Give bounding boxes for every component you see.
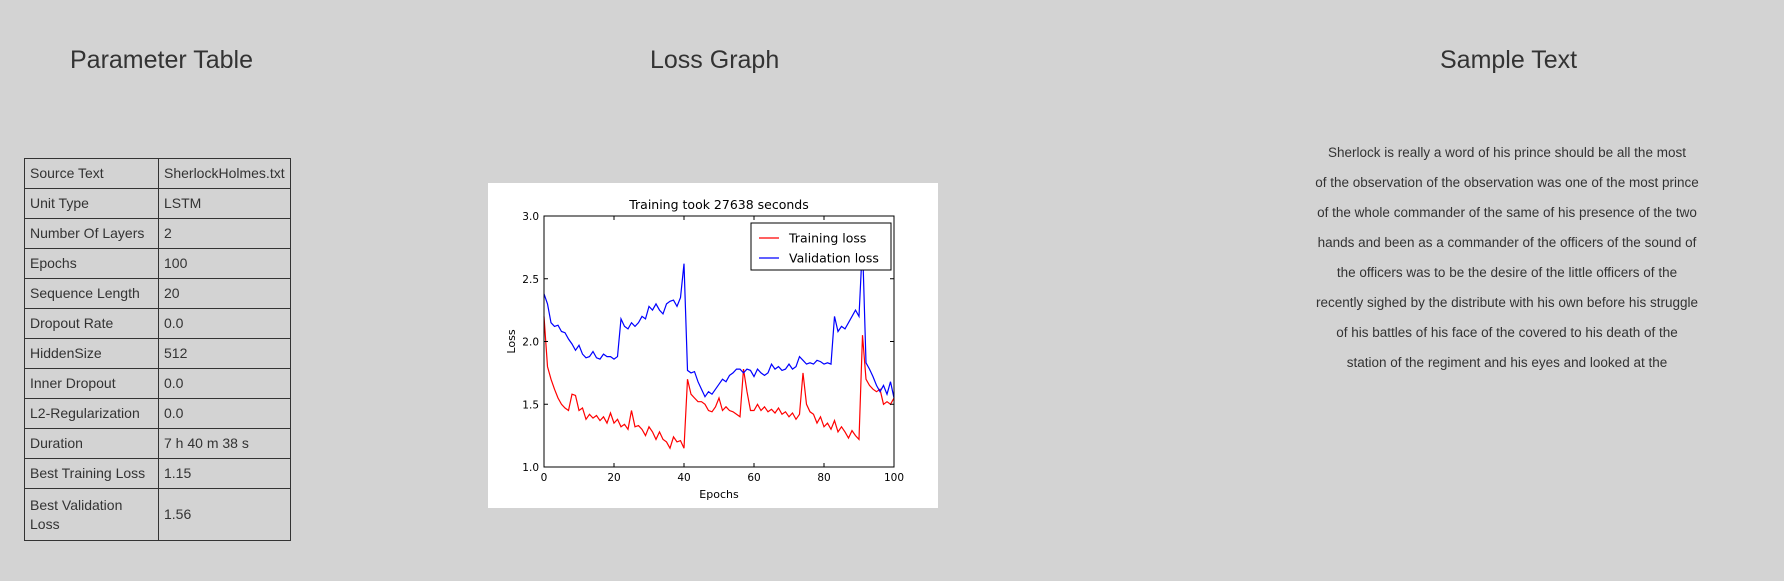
parameter-row: Source Text SherlockHolmes.txt bbox=[24, 158, 291, 189]
parameter-value: 0.0 bbox=[158, 368, 291, 399]
parameter-value: 2 bbox=[158, 218, 291, 249]
series-line-1 bbox=[543, 243, 895, 399]
parameter-value: SherlockHolmes.txt bbox=[158, 158, 291, 189]
loss-graph-title: Loss Graph bbox=[650, 46, 780, 74]
parameter-value: 1.15 bbox=[158, 458, 291, 489]
parameter-value: LSTM bbox=[158, 188, 291, 219]
x-tick-label: 80 bbox=[817, 472, 830, 484]
parameter-name: L2-Regularization bbox=[24, 398, 159, 429]
sample-text-line: the officers was to be the desire of the… bbox=[1336, 265, 1678, 280]
parameter-row: Sequence Length 20 bbox=[24, 278, 291, 309]
x-tick-label: 0 bbox=[541, 472, 548, 484]
sample-text-line: hands and been as a commander of the off… bbox=[1317, 235, 1697, 250]
y-tick-label: 1.0 bbox=[522, 462, 539, 474]
parameter-name: Epochs bbox=[24, 248, 159, 279]
y-tick-label: 3.0 bbox=[522, 211, 539, 223]
x-tick-label: 20 bbox=[607, 472, 620, 484]
parameter-row: HiddenSize 512 bbox=[24, 338, 291, 369]
parameter-row: Best Training Loss 1.15 bbox=[24, 458, 291, 489]
x-tick-label: 100 bbox=[884, 472, 904, 484]
parameter-value: 7 h 40 m 38 s bbox=[158, 428, 291, 459]
y-tick-label: 2.0 bbox=[522, 337, 539, 349]
parameter-name: Sequence Length bbox=[24, 278, 159, 309]
parameter-name: Source Text bbox=[24, 158, 159, 189]
parameter-row: L2-Regularization 0.0 bbox=[24, 398, 291, 429]
parameter-row: Inner Dropout 0.0 bbox=[24, 368, 291, 399]
y-tick-label: 1.5 bbox=[522, 399, 539, 411]
sample-text-line: of the observation of the observation wa… bbox=[1315, 175, 1699, 190]
sample-text-line: station of the regiment and his eyes and… bbox=[1346, 355, 1668, 370]
parameter-value: 0.0 bbox=[158, 398, 291, 429]
parameter-value: 100 bbox=[158, 248, 291, 279]
sample-text-line: of his battles of his face of the covere… bbox=[1336, 325, 1678, 340]
loss-graph: 0 20 40 60 80 100 1.0 1.5 2.0 2.5 3.0 Training took… bbox=[488, 183, 938, 508]
parameter-value: 512 bbox=[158, 338, 291, 369]
x-tick-label: 40 bbox=[677, 472, 690, 484]
legend-box bbox=[750, 222, 892, 271]
parameter-name: HiddenSize bbox=[24, 338, 159, 369]
sample-text-title: Sample Text bbox=[1440, 46, 1578, 74]
parameter-row: Duration 7 h 40 m 38 s bbox=[24, 428, 291, 459]
sample-text-line: Sherlock is really a word of his prince … bbox=[1328, 145, 1686, 160]
parameter-name: Unit Type bbox=[24, 188, 159, 219]
x-axis-label: Epochs bbox=[699, 488, 739, 501]
chart-title: Training took 27638 seconds bbox=[628, 197, 809, 212]
parameter-name: Best Training Loss bbox=[24, 458, 159, 489]
sample-text-line: of the whole commander of the same of hi… bbox=[1317, 205, 1697, 220]
parameter-value: 20 bbox=[158, 278, 291, 309]
legend-label: Validation loss bbox=[789, 251, 879, 266]
parameter-row: Dropout Rate 0.0 bbox=[24, 308, 291, 339]
sample-text-line: recently sighed by the distribute with h… bbox=[1316, 295, 1698, 310]
parameter-row: Best Validation Loss 1.56 bbox=[24, 488, 291, 541]
series-line-0 bbox=[543, 316, 895, 450]
parameter-row: Epochs 100 bbox=[24, 248, 291, 279]
parameter-name: Inner Dropout bbox=[24, 368, 159, 399]
parameter-table-title: Parameter Table bbox=[70, 46, 253, 74]
parameter-row: Unit Type LSTM bbox=[24, 188, 291, 219]
parameter-value: 1.56 bbox=[158, 488, 291, 541]
x-tick-label: 60 bbox=[747, 472, 760, 484]
parameter-table: Source Text SherlockHolmes.txt Unit Type LS… bbox=[24, 158, 291, 541]
sample-text: Sherlock is really a word of his prince … bbox=[1282, 138, 1732, 378]
legend-label: Training loss bbox=[788, 231, 866, 246]
parameter-row: Number Of Layers 2 bbox=[24, 218, 291, 249]
loss-chart: 0 20 40 60 80 100 1.0 1.5 2.0 2.5 3.0 Training took… bbox=[505, 197, 904, 501]
parameter-name: Duration bbox=[24, 428, 159, 459]
parameter-name: Number Of Layers bbox=[24, 218, 159, 249]
y-tick-label: 2.5 bbox=[522, 274, 539, 286]
parameter-name: Best Validation Loss bbox=[24, 488, 159, 541]
y-axis-label: Loss bbox=[505, 329, 518, 353]
parameter-value: 0.0 bbox=[158, 308, 291, 339]
parameter-name: Dropout Rate bbox=[24, 308, 159, 339]
